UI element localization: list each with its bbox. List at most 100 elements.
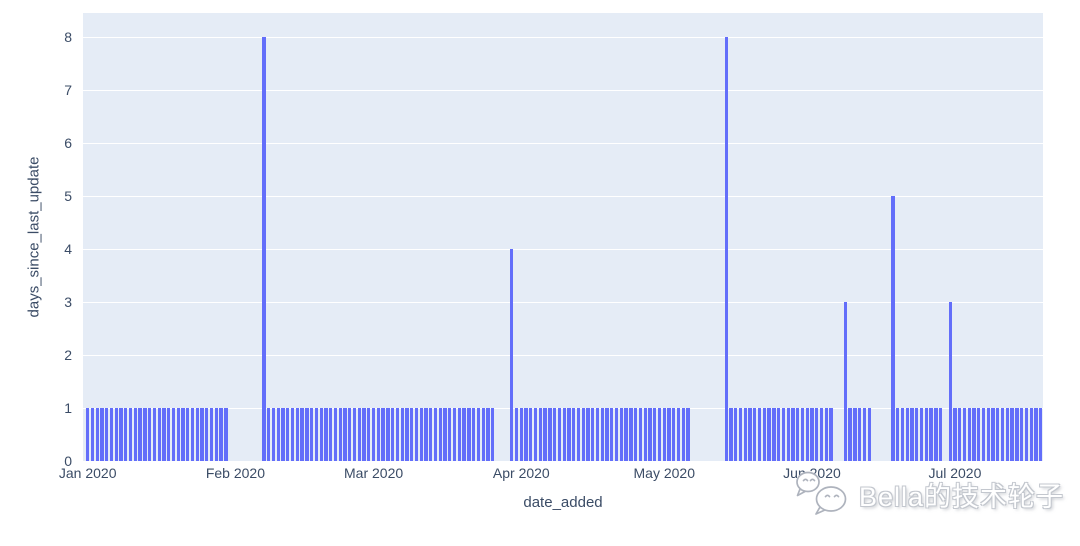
x-tick-label: Feb 2020	[205, 465, 265, 481]
bar	[610, 408, 614, 461]
y-axis-title: days_since_last_update	[25, 156, 43, 318]
bar	[214, 408, 218, 461]
bar	[948, 302, 952, 461]
bar	[572, 408, 576, 461]
bar	[452, 408, 457, 461]
bar	[329, 408, 333, 461]
bar	[986, 408, 990, 461]
bar	[653, 408, 657, 461]
bar	[662, 408, 666, 461]
bar	[624, 408, 628, 461]
bar	[676, 408, 681, 461]
bar	[152, 408, 157, 461]
gridline	[83, 142, 1043, 144]
bar	[519, 408, 523, 461]
bar	[119, 408, 123, 461]
bar	[958, 408, 962, 461]
bar	[457, 408, 462, 461]
bar	[486, 408, 490, 461]
y-tick-label: 5	[64, 188, 72, 204]
bar	[924, 408, 928, 461]
bar	[271, 408, 276, 461]
bar	[357, 408, 361, 461]
plot-area	[83, 13, 1043, 461]
x-tick-label: Mar 2020	[344, 465, 404, 481]
gridline	[83, 248, 1043, 250]
bar	[319, 408, 323, 461]
bar	[905, 408, 909, 461]
bar	[648, 408, 652, 461]
bar	[190, 408, 195, 461]
bar	[934, 408, 938, 461]
bar	[972, 408, 976, 461]
bar	[529, 408, 533, 461]
bar	[862, 408, 867, 461]
bar	[600, 408, 604, 461]
bar	[533, 408, 538, 461]
x-tick-label: May 2020	[633, 465, 695, 481]
bar	[819, 408, 824, 461]
bar	[981, 408, 986, 461]
bar	[796, 408, 800, 461]
bar	[195, 408, 199, 461]
bar	[143, 408, 147, 461]
bar	[138, 408, 142, 461]
bar	[805, 408, 809, 461]
bar	[591, 408, 595, 461]
gridline	[83, 89, 1043, 91]
bar	[481, 408, 485, 461]
bar	[405, 408, 409, 461]
bar	[586, 408, 590, 461]
bar	[548, 408, 552, 461]
bar	[395, 408, 400, 461]
bar	[681, 408, 685, 461]
bar	[776, 408, 781, 461]
bar	[90, 408, 95, 461]
y-tick-label: 1	[64, 400, 72, 416]
bar	[171, 408, 176, 461]
bar	[400, 408, 404, 461]
bar	[938, 408, 943, 461]
x-tick-label: Apr 2020	[492, 465, 550, 481]
bar	[333, 408, 338, 461]
bar	[290, 408, 295, 461]
bar	[371, 408, 376, 461]
bar	[133, 408, 137, 461]
bar	[310, 408, 314, 461]
bar	[295, 408, 299, 461]
bar	[991, 408, 995, 461]
bar	[781, 408, 786, 461]
y-tick-label: 8	[64, 29, 72, 45]
bar	[848, 408, 852, 461]
bar	[576, 408, 581, 461]
bar	[815, 408, 819, 461]
bar	[800, 408, 805, 461]
bar	[324, 408, 328, 461]
bar	[672, 408, 676, 461]
bar	[1034, 408, 1038, 461]
bar	[1039, 408, 1043, 461]
bar	[915, 408, 919, 461]
bar	[386, 408, 390, 461]
bar	[352, 408, 357, 461]
bar	[757, 408, 762, 461]
bar	[772, 408, 776, 461]
y-tick-label: 0	[64, 453, 72, 469]
bar	[424, 408, 428, 461]
bar	[114, 408, 118, 461]
bar	[167, 408, 171, 461]
bar	[200, 408, 204, 461]
bar	[109, 408, 114, 461]
bar	[729, 408, 733, 461]
bar	[124, 408, 128, 461]
bar	[219, 408, 223, 461]
bar	[553, 408, 557, 461]
bar	[538, 408, 543, 461]
bar	[433, 408, 438, 461]
bar	[162, 408, 166, 461]
bar	[1000, 408, 1005, 461]
bar	[262, 37, 266, 461]
x-tick-label: Jul 2020	[928, 465, 982, 481]
bar	[919, 408, 924, 461]
